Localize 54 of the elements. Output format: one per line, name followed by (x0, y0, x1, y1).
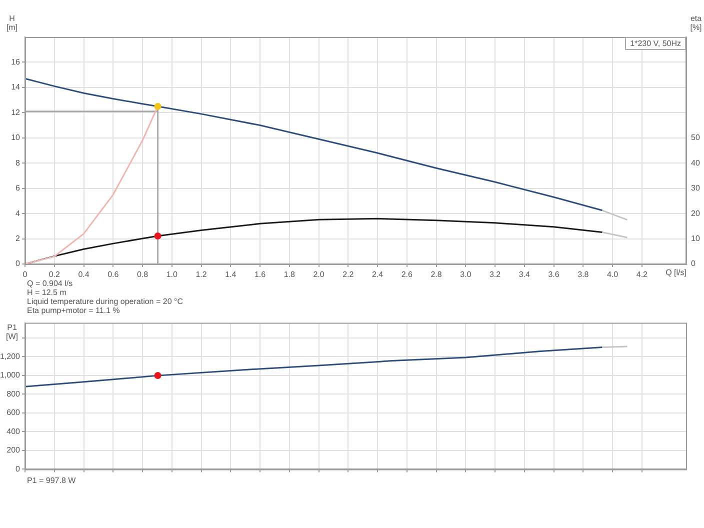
annotation: 1*230 V, 50Hz (625, 37, 686, 50)
x-tick-label: 2.2 (342, 270, 354, 280)
y-tick-label: 12 (11, 108, 21, 117)
y-tick-label: 14 (11, 82, 21, 92)
y2-tick-label: 50 (691, 133, 700, 142)
y-tick-label: 6 (16, 184, 21, 193)
x-tick-label: 1.8 (284, 270, 296, 280)
x-tick-label: 4.2 (636, 270, 648, 280)
y2-tick-label: 30 (691, 184, 700, 193)
y-tick-label: 10 (11, 133, 21, 142)
x-tick-label: 1.4 (225, 270, 237, 280)
x-tick-label: 3.8 (578, 270, 590, 280)
y-tick-label: 400 (6, 426, 21, 436)
x-tick-label: 0.8 (136, 270, 149, 280)
text: Liquid temperature during operation = 20 °C (27, 297, 183, 306)
x-tick-label: 3.6 (548, 270, 560, 280)
x-tick-label: 0.2 (48, 270, 60, 280)
y-tick-label: 2 (16, 234, 21, 243)
text: Q = 0.904 l/s (27, 279, 74, 288)
y-tick-label: 800 (6, 389, 21, 398)
x-tick-label: 2.0 (313, 270, 325, 280)
x-tick-label: 2.8 (430, 270, 442, 280)
x-tick-label: 1.2 (196, 270, 208, 280)
x-tick-label: 3.2 (489, 270, 502, 280)
y2-tick-label: 0 (691, 259, 696, 268)
y-tick-label: 0 (16, 259, 21, 268)
text: Eta pump+motor = 11.1 % (27, 306, 121, 315)
x-tick-label: 2.6 (401, 270, 414, 280)
y-tick-label: 600 (6, 408, 21, 418)
y2-tick-label: 20 (691, 208, 700, 218)
x-tick-label: 1.6 (254, 270, 266, 280)
y-tick-label: 1,000 (0, 370, 21, 380)
y-tick-label: 0 (16, 464, 21, 474)
text: P1 = 997.8 W (27, 476, 76, 485)
text: H = 12.5 m (27, 288, 68, 297)
x-tick-label: 1.0 (166, 270, 178, 280)
y-tick-label: 4 (16, 208, 21, 218)
x-tick-label: 2.4 (372, 270, 384, 280)
y2-axis-title: eta [%] (690, 14, 702, 32)
y-tick-label: 8 (16, 158, 21, 168)
y-tick-label: 1,200 (0, 352, 21, 361)
x-axis-title: Q [l/s] (666, 268, 686, 278)
x-tick-label: 4.0 (606, 270, 619, 280)
y-tick-label: 16 (11, 57, 21, 66)
x-tick-label: 3.0 (460, 270, 472, 280)
y2-tick-label: 10 (691, 234, 700, 243)
y2-tick-label: 40 (691, 158, 700, 168)
x-tick-label: 0.6 (108, 270, 120, 280)
y-tick-label: 200 (6, 446, 21, 455)
x-tick-label: 3.4 (518, 270, 531, 280)
x-tick-label: 0.4 (78, 270, 90, 280)
y-axis-title: H [m] (6, 14, 18, 32)
y-axis-title: P1 [W] (6, 323, 18, 342)
x-tick-label: 0 (22, 270, 28, 280)
